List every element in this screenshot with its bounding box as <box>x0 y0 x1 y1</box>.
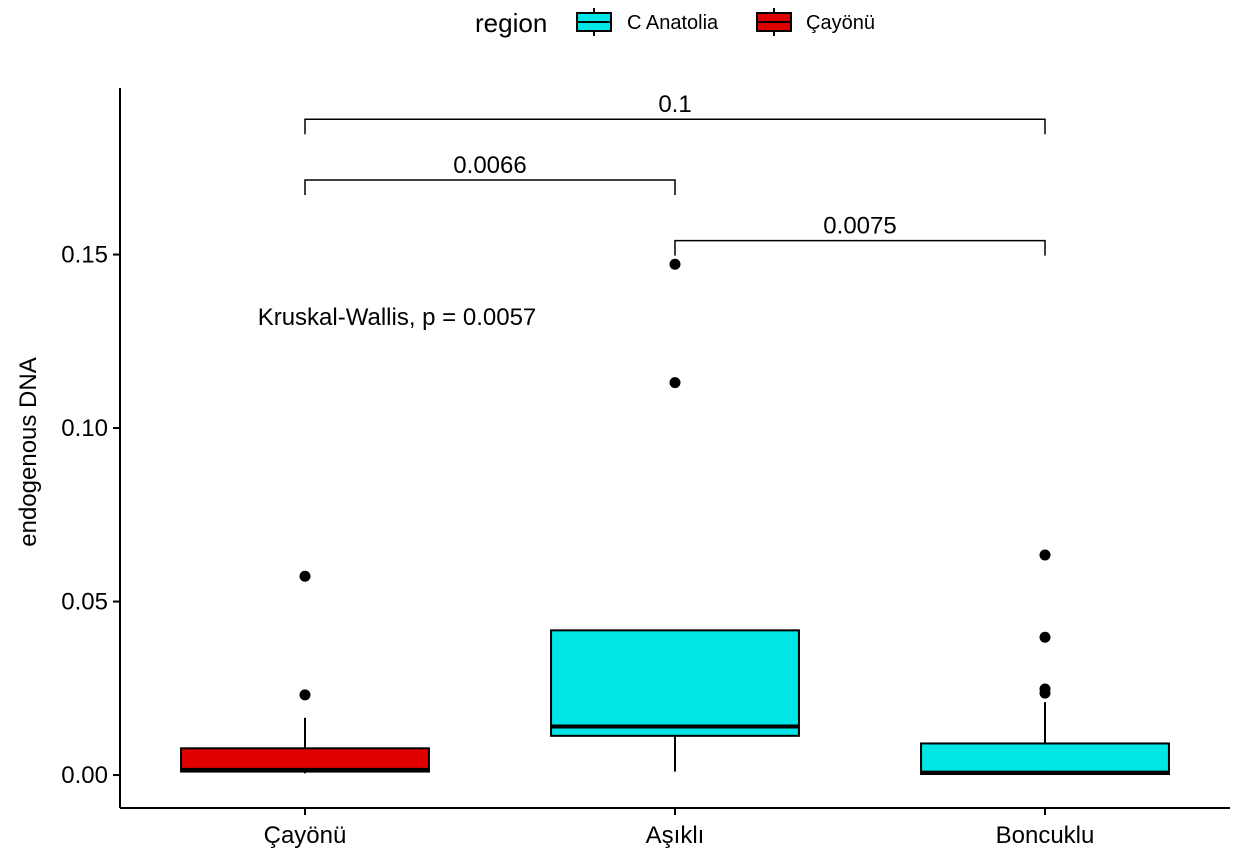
comparison-p-value: 0.1 <box>658 91 691 118</box>
outlier-point <box>669 258 681 270</box>
kruskal-wallis-label: Kruskal-Wallis, p = 0.0057 <box>258 304 537 331</box>
y-tick-label: 0.15 <box>61 242 108 269</box>
x-tick-label: Çayönü <box>264 822 347 849</box>
y-axis-title: endogenous DNA <box>15 357 42 546</box>
box-Aşıklı <box>550 629 800 737</box>
outlier-point <box>299 689 311 701</box>
comparison-bracket <box>304 118 1046 135</box>
y-tick-label: 0.10 <box>61 415 108 442</box>
legend-label: Çayönü <box>806 12 875 34</box>
comparison-bracket <box>674 239 1046 256</box>
box-Boncuklu <box>920 742 1170 775</box>
outlier-point <box>669 377 681 389</box>
outlier-point <box>299 570 311 582</box>
comparison-p-value: 0.0066 <box>453 152 526 179</box>
outlier-point <box>1039 683 1051 695</box>
x-tick-label: Boncuklu <box>996 822 1095 849</box>
legend-label: C Anatolia <box>627 12 719 34</box>
outlier-point <box>1039 549 1051 561</box>
y-tick-label: 0.05 <box>61 589 108 616</box>
y-tick-label: 0.00 <box>61 762 108 789</box>
legend-title: region <box>475 8 547 38</box>
x-tick-label: Aşıklı <box>646 822 705 849</box>
outlier-point <box>1039 631 1051 643</box>
comparison-bracket <box>304 179 676 195</box>
comparison-p-value: 0.0075 <box>823 213 896 240</box>
